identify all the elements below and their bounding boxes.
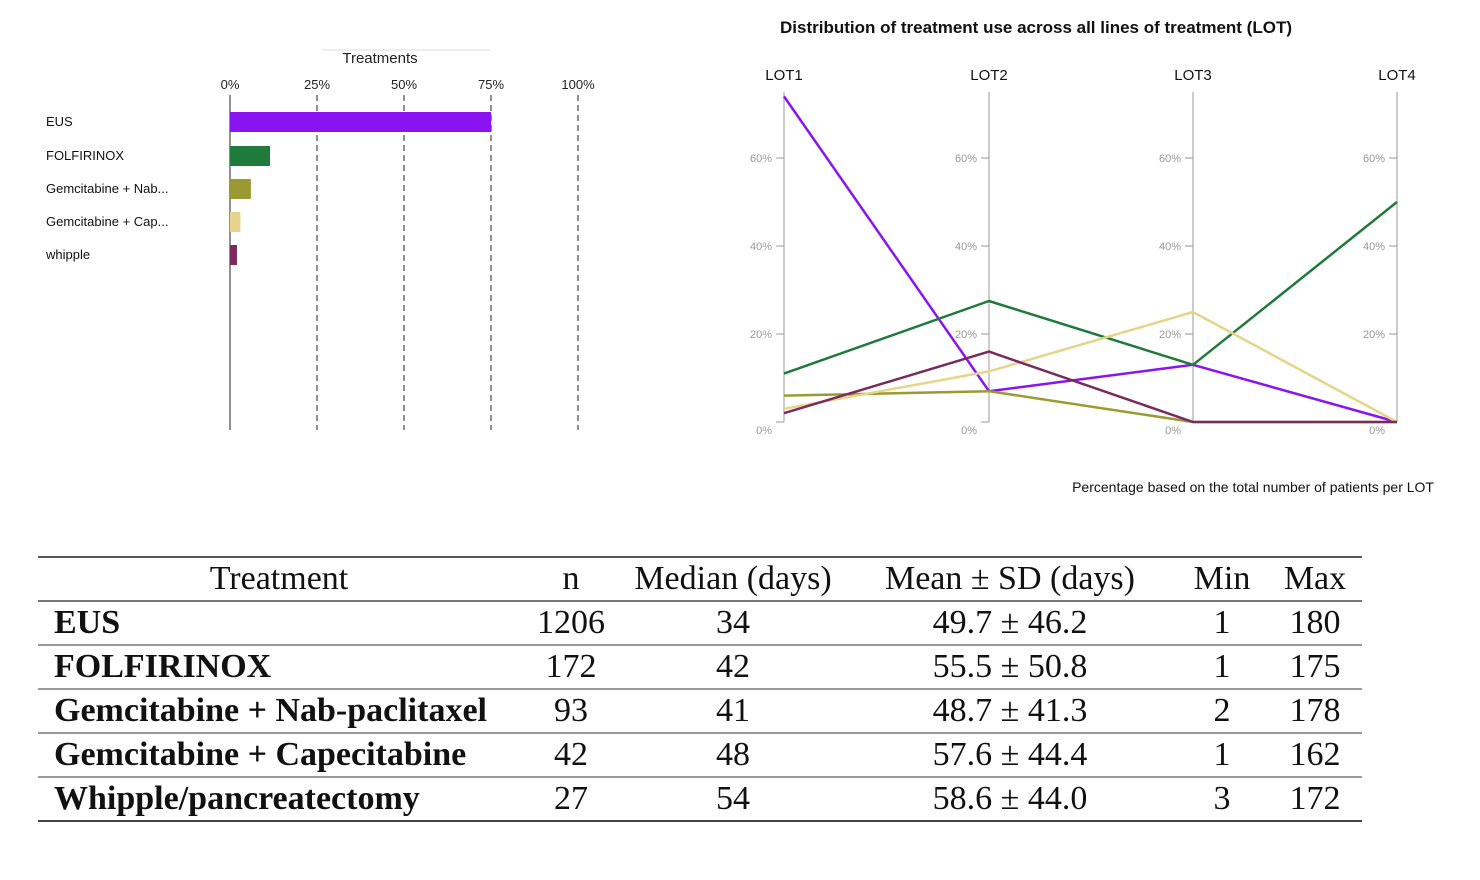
cell-max: 180 bbox=[1268, 601, 1362, 646]
category-label: Gemcitabine + Nab... bbox=[46, 181, 168, 196]
cell-max: 162 bbox=[1268, 733, 1362, 778]
y-tick-label: 20% bbox=[1363, 329, 1385, 341]
x-tick-label: 75% bbox=[478, 77, 504, 92]
cell-n: 27 bbox=[520, 777, 622, 822]
header-median: Median (days) bbox=[622, 556, 844, 602]
bar bbox=[230, 112, 491, 132]
y-tick-label: 20% bbox=[1159, 329, 1181, 341]
x-tick-label: 50% bbox=[391, 77, 417, 92]
bar bbox=[230, 212, 241, 232]
header-treatment: Treatment bbox=[38, 556, 520, 602]
cell-mean-sd: 55.5 ± 50.8 bbox=[844, 645, 1176, 690]
cell-mean-sd: 49.7 ± 46.2 bbox=[844, 601, 1176, 646]
table-row: Gemcitabine + Capecitabine 42 48 57.6 ± … bbox=[38, 733, 1362, 778]
cell-median: 42 bbox=[622, 645, 844, 690]
cell-min: 2 bbox=[1176, 689, 1268, 734]
cell-median: 54 bbox=[622, 777, 844, 822]
cell-max: 175 bbox=[1268, 645, 1362, 690]
lot-axis-label: LOT1 bbox=[765, 67, 803, 84]
lot-line-chart: Distribution of treatment use across all… bbox=[750, 18, 1434, 495]
cell-n: 1206 bbox=[520, 601, 622, 646]
cell-treatment: Whipple/pancreatectomy bbox=[38, 777, 520, 822]
chart-footnote: Percentage based on the total number of … bbox=[1072, 479, 1434, 495]
cell-min: 1 bbox=[1176, 601, 1268, 646]
bar bbox=[230, 179, 251, 199]
cell-n: 93 bbox=[520, 689, 622, 734]
header-min: Min bbox=[1176, 556, 1268, 602]
y-tick-label: 60% bbox=[955, 153, 977, 165]
x-tick-label: 0% bbox=[221, 77, 240, 92]
y-tick-label: 0% bbox=[1165, 425, 1181, 437]
x-tick-label: 25% bbox=[304, 77, 330, 92]
y-tick-label: 20% bbox=[955, 329, 977, 341]
category-label: Gemcitabine + Cap... bbox=[46, 214, 168, 229]
header-n: n bbox=[520, 556, 622, 602]
cell-mean-sd: 58.6 ± 44.0 bbox=[844, 777, 1176, 822]
y-tick-label: 20% bbox=[750, 329, 772, 341]
cell-min: 1 bbox=[1176, 645, 1268, 690]
cell-mean-sd: 48.7 ± 41.3 bbox=[844, 689, 1176, 734]
series-line bbox=[783, 350, 1397, 424]
cell-median: 41 bbox=[622, 689, 844, 734]
category-label: EUS bbox=[46, 114, 73, 129]
line-chart-title: Distribution of treatment use across all… bbox=[780, 18, 1292, 37]
header-max: Max bbox=[1268, 556, 1362, 602]
cell-mean-sd: 57.6 ± 44.4 bbox=[844, 733, 1176, 778]
table-row: Whipple/pancreatectomy 27 54 58.6 ± 44.0… bbox=[38, 777, 1362, 822]
lot-axis-label: LOT2 bbox=[970, 67, 1008, 84]
cell-n: 172 bbox=[520, 645, 622, 690]
cell-max: 172 bbox=[1268, 777, 1362, 822]
y-tick-label: 60% bbox=[1363, 153, 1385, 165]
cell-treatment: EUS bbox=[38, 601, 520, 646]
table-row: EUS 1206 34 49.7 ± 46.2 1 180 bbox=[38, 601, 1362, 646]
y-tick-label: 0% bbox=[961, 425, 977, 437]
cell-n: 42 bbox=[520, 733, 622, 778]
category-label: whipple bbox=[45, 247, 90, 262]
cell-treatment: Gemcitabine + Nab-paclitaxel bbox=[38, 689, 520, 734]
cell-median: 34 bbox=[622, 601, 844, 646]
header-mean-sd: Mean ± SD (days) bbox=[844, 556, 1176, 602]
cell-max: 178 bbox=[1268, 689, 1362, 734]
series-line bbox=[782, 95, 1398, 424]
lot-axis-label: LOT3 bbox=[1174, 67, 1212, 84]
table-row: Gemcitabine + Nab-paclitaxel 93 41 48.7 … bbox=[38, 689, 1362, 734]
lot-axis-label: LOT4 bbox=[1378, 67, 1416, 84]
series-line bbox=[783, 310, 1398, 424]
cell-min: 3 bbox=[1176, 777, 1268, 822]
y-tick-label: 40% bbox=[750, 241, 772, 253]
treatment-bar-chart: Treatments 0% 25% 50% 75% 100% EUS FOLFIRINOX Ge… bbox=[45, 49, 595, 430]
series-line bbox=[783, 201, 1398, 375]
cell-min: 1 bbox=[1176, 733, 1268, 778]
y-tick-label: 60% bbox=[1159, 153, 1181, 165]
category-label: FOLFIRINOX bbox=[46, 148, 124, 163]
bar bbox=[230, 146, 271, 166]
table-row: FOLFIRINOX 172 42 55.5 ± 50.8 1 175 bbox=[38, 645, 1362, 690]
y-tick-label: 40% bbox=[955, 241, 977, 253]
y-tick-label: 40% bbox=[1159, 241, 1181, 253]
y-tick-label: 0% bbox=[756, 425, 772, 437]
y-tick-label: 0% bbox=[1369, 425, 1385, 437]
treatment-stats-table: Treatment n Median (days) Mean ± SD (day… bbox=[38, 556, 1362, 822]
cell-treatment: FOLFIRINOX bbox=[38, 645, 520, 690]
y-tick-label: 40% bbox=[1363, 241, 1385, 253]
bar bbox=[230, 245, 237, 265]
x-tick-label: 100% bbox=[561, 77, 595, 92]
y-tick-label: 60% bbox=[750, 153, 772, 165]
cell-median: 48 bbox=[622, 733, 844, 778]
table-header-row: Treatment n Median (days) Mean ± SD (day… bbox=[38, 556, 1362, 602]
bar-chart-title: Treatments bbox=[342, 50, 417, 67]
cell-treatment: Gemcitabine + Capecitabine bbox=[38, 733, 520, 778]
